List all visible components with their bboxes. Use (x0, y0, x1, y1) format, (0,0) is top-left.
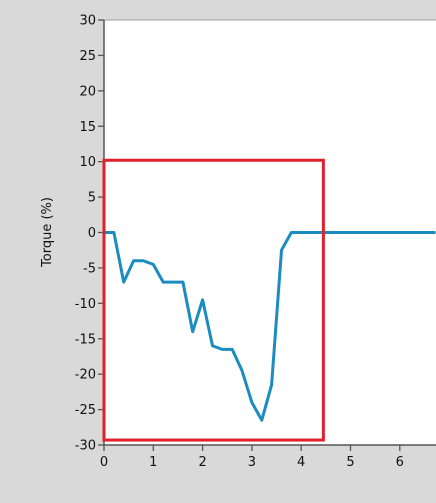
y-tick-label: 15 (79, 120, 96, 135)
y-tick-label: -25 (75, 403, 96, 418)
y-tick-label: 5 (88, 191, 96, 206)
y-axis-label: Torque (%) (40, 197, 55, 268)
torque-series-line (102, 231, 436, 422)
y-tick-label: 30 (79, 14, 96, 29)
y-axis-ticks: 30 25 20 15 10 5 0 -5 -10 -15 -20 -25 -30 (75, 14, 104, 454)
y-tick-label: 20 (79, 84, 96, 99)
y-tick-label: -15 (75, 332, 96, 347)
x-tick-label: 0 (100, 455, 108, 470)
y-tick-label: 10 (79, 155, 96, 170)
highlight-rectangle (102, 158, 325, 442)
y-tick-label: 25 (79, 49, 96, 64)
y-tick-label: -10 (75, 297, 96, 312)
x-tick-label: 4 (297, 455, 305, 470)
x-tick-label: 3 (248, 455, 256, 470)
x-tick-label: 5 (346, 455, 354, 470)
y-tick-label: -30 (75, 439, 96, 454)
x-tick-label: 1 (149, 455, 157, 470)
y-tick-label: 0 (88, 226, 96, 241)
y-tick-label: -20 (75, 368, 96, 383)
x-tick-label: 6 (396, 455, 404, 470)
x-axis-ticks: 0 1 2 3 4 5 6 (100, 445, 404, 470)
y-tick-label: -5 (83, 261, 96, 276)
x-tick-label: 2 (198, 455, 206, 470)
